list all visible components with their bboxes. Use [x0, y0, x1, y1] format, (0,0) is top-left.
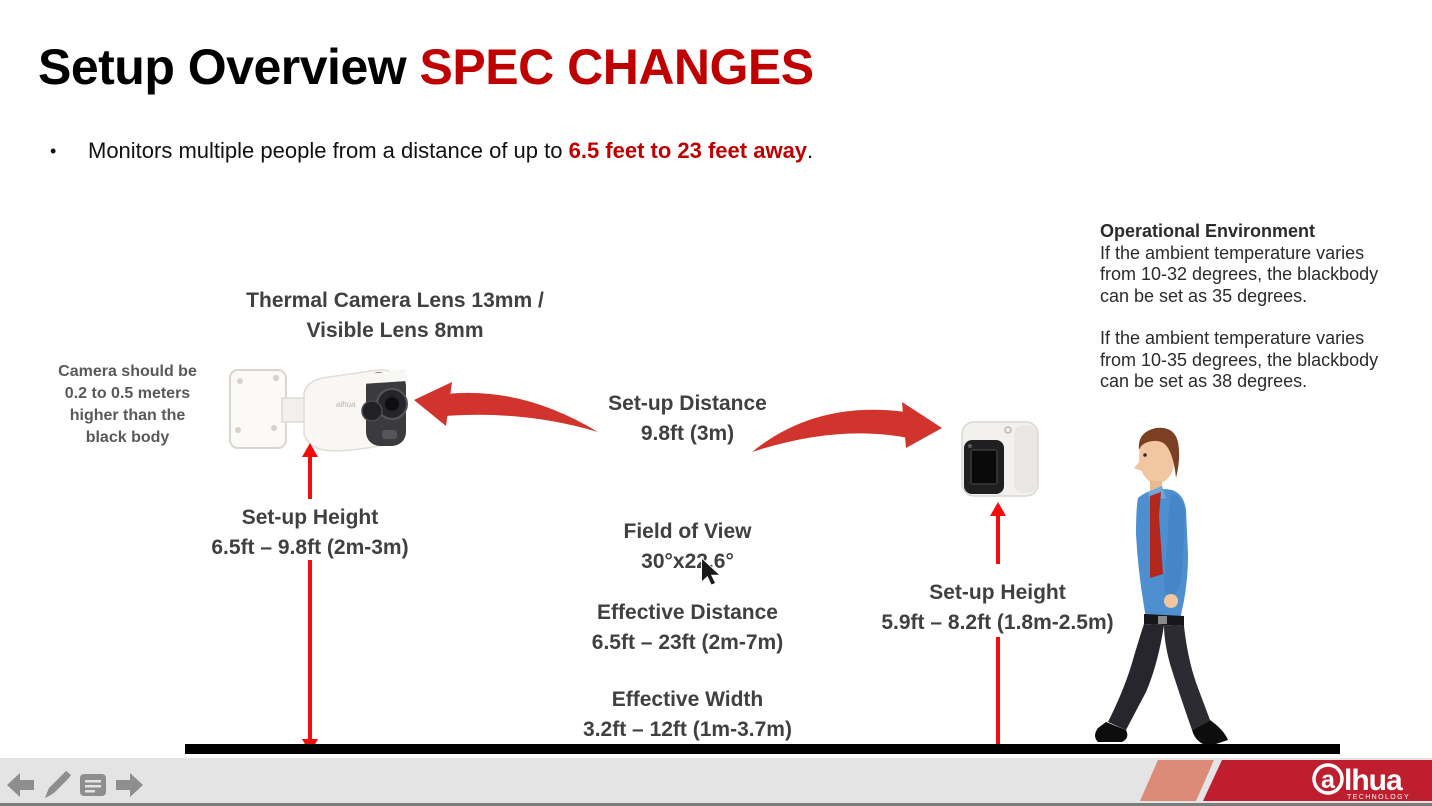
- operational-environment-heading: Operational Environment: [1100, 221, 1316, 241]
- openv-line: can be set as 35 degrees.: [1100, 285, 1308, 306]
- page-title: Setup Overview SPEC CHANGES: [38, 38, 814, 96]
- bullet-period: .: [807, 138, 814, 163]
- effective-width-label: Effective Width 3.2ft – 12ft (1m-3.7m): [583, 688, 792, 741]
- previous-slide-icon[interactable]: [6, 770, 36, 800]
- svg-text:alhua: alhua: [336, 400, 356, 409]
- bullet-marker: •: [50, 141, 57, 161]
- title-highlight: SPEC CHANGES: [419, 39, 815, 95]
- ground-line: [185, 744, 1340, 754]
- effective-distance-label: Effective Distance 6.5ft – 23ft (2m-7m): [591, 601, 784, 654]
- height-arrow-blackbody-bottom: [996, 637, 1000, 752]
- height-arrow-camera-bottom: [302, 560, 318, 753]
- slide-menu-icon[interactable]: [78, 770, 108, 800]
- bullet-point: • Monitors multiple people from a distanc…: [50, 138, 813, 164]
- openv-line: from 10-35 degrees, the blackbody: [1100, 349, 1379, 370]
- field-of-view-label: Field of View 30°x22.6°: [623, 520, 752, 573]
- brand-banner: a lhua TECHNOLOGY: [1140, 760, 1432, 801]
- title-prefix: Setup Overview: [38, 39, 420, 95]
- blackbody-image: [961, 421, 1039, 497]
- camera-lens-label: Thermal Camera Lens 13mm / Visible Lens …: [246, 289, 544, 342]
- dahua-logo: a lhua TECHNOLOGY: [1312, 763, 1410, 801]
- footer-bottom-line: [0, 803, 1432, 806]
- operational-environment-note: Operational Environment If the ambient t…: [1100, 221, 1410, 393]
- mouse-cursor: [701, 557, 722, 586]
- banner-salmon-stripe: [1140, 760, 1214, 801]
- openv-line: can be set as 38 degrees.: [1100, 371, 1308, 391]
- openv-line: If the ambient temperature varies: [1100, 328, 1365, 348]
- openv-line: from 10-32 degrees, the blackbody: [1100, 264, 1379, 284]
- bullet-highlight: 6.5 feet to 23 feet away: [568, 138, 808, 163]
- openv-line: If the ambient temperature varies: [1100, 242, 1365, 263]
- pen-icon[interactable]: [42, 770, 72, 800]
- distance-arrow-right-icon: [752, 402, 942, 452]
- height-arrow-blackbody-top: [990, 502, 1006, 564]
- presenter-controls: [6, 770, 144, 800]
- camera-height-note: Camera should be 0.2 to 0.5 meters highe…: [58, 363, 197, 446]
- next-slide-icon[interactable]: [114, 770, 144, 800]
- bullet-text: Monitors multiple people from a distance…: [88, 138, 569, 163]
- setup-distance-label: Set-up Distance 9.8ft (3m): [608, 392, 767, 445]
- banner-red-shape: [1203, 760, 1432, 801]
- logo-subtext: TECHNOLOGY: [1347, 794, 1410, 801]
- distance-arrow-left-icon: [414, 382, 598, 432]
- setup-height-blackbody-label: Set-up Height 5.9ft – 8.2ft (1.8m-2.5m): [881, 581, 1114, 634]
- setup-height-camera-label: Set-up Height 6.5ft – 9.8ft (2m-3m): [211, 506, 409, 559]
- height-arrow-camera-top: [302, 443, 318, 499]
- walking-person-image: [1095, 427, 1228, 746]
- logo-circle-letter: a: [1321, 766, 1336, 794]
- thermal-camera-image: alhua: [229, 369, 408, 452]
- logo-brand-text: lhua: [1344, 764, 1403, 797]
